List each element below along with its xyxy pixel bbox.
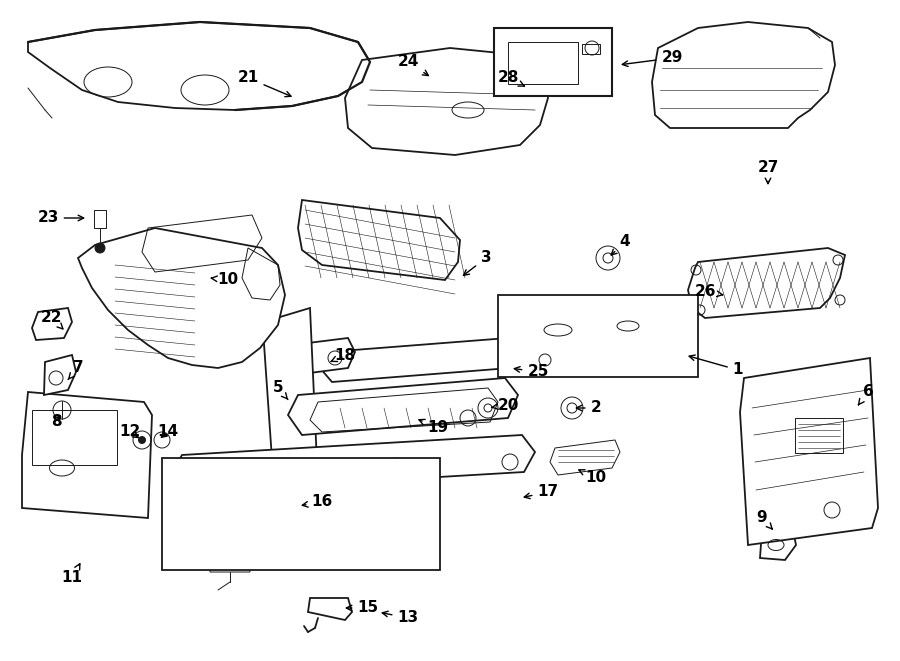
Text: 24: 24 [397, 54, 428, 75]
Text: 8: 8 [50, 414, 61, 430]
Polygon shape [652, 22, 835, 128]
Text: 29: 29 [622, 50, 683, 67]
Text: 4: 4 [611, 235, 630, 255]
Text: 10: 10 [579, 470, 607, 485]
Polygon shape [345, 48, 548, 155]
Polygon shape [78, 228, 285, 368]
Text: 13: 13 [382, 611, 418, 625]
Bar [94, 210, 106, 228]
Bar [582, 44, 600, 54]
Text: 23: 23 [37, 210, 84, 225]
Polygon shape [44, 355, 76, 395]
Bar [494, 28, 612, 96]
Bar [162, 458, 440, 570]
Text: 14: 14 [158, 424, 178, 440]
Text: 2: 2 [576, 401, 601, 416]
Text: 18: 18 [331, 348, 356, 362]
Polygon shape [760, 526, 796, 560]
Text: 7: 7 [68, 360, 84, 379]
Polygon shape [308, 598, 352, 620]
Text: 3: 3 [464, 251, 491, 276]
Polygon shape [22, 392, 152, 518]
Polygon shape [838, 492, 870, 528]
Polygon shape [168, 255, 238, 292]
Polygon shape [288, 378, 518, 435]
Bar [508, 42, 578, 84]
Text: 25: 25 [514, 364, 549, 379]
Polygon shape [740, 358, 878, 545]
Polygon shape [32, 308, 72, 340]
Text: 28: 28 [498, 71, 525, 86]
Polygon shape [298, 200, 460, 280]
Polygon shape [285, 338, 355, 375]
Polygon shape [688, 248, 845, 318]
Text: 16: 16 [302, 494, 333, 510]
Text: 5: 5 [273, 381, 288, 399]
Text: 26: 26 [695, 284, 723, 299]
Text: 6: 6 [859, 385, 873, 405]
Text: 27: 27 [757, 161, 778, 184]
Polygon shape [170, 435, 535, 492]
Text: 11: 11 [61, 564, 83, 586]
Text: 10: 10 [212, 272, 239, 288]
Text: 19: 19 [419, 419, 448, 436]
Text: 17: 17 [524, 485, 559, 500]
Polygon shape [28, 22, 370, 110]
Text: 1: 1 [689, 355, 743, 377]
Bar [32, 410, 117, 465]
Bar [498, 295, 698, 377]
Text: 15: 15 [346, 600, 379, 615]
Text: 12: 12 [120, 424, 140, 440]
Bar [795, 418, 843, 453]
Polygon shape [550, 440, 620, 475]
Circle shape [95, 243, 105, 253]
Polygon shape [262, 308, 318, 500]
Polygon shape [320, 338, 518, 382]
Text: 21: 21 [238, 71, 291, 97]
Text: 22: 22 [41, 311, 63, 329]
Circle shape [138, 436, 146, 444]
Text: 20: 20 [491, 397, 518, 412]
Text: 9: 9 [757, 510, 772, 529]
